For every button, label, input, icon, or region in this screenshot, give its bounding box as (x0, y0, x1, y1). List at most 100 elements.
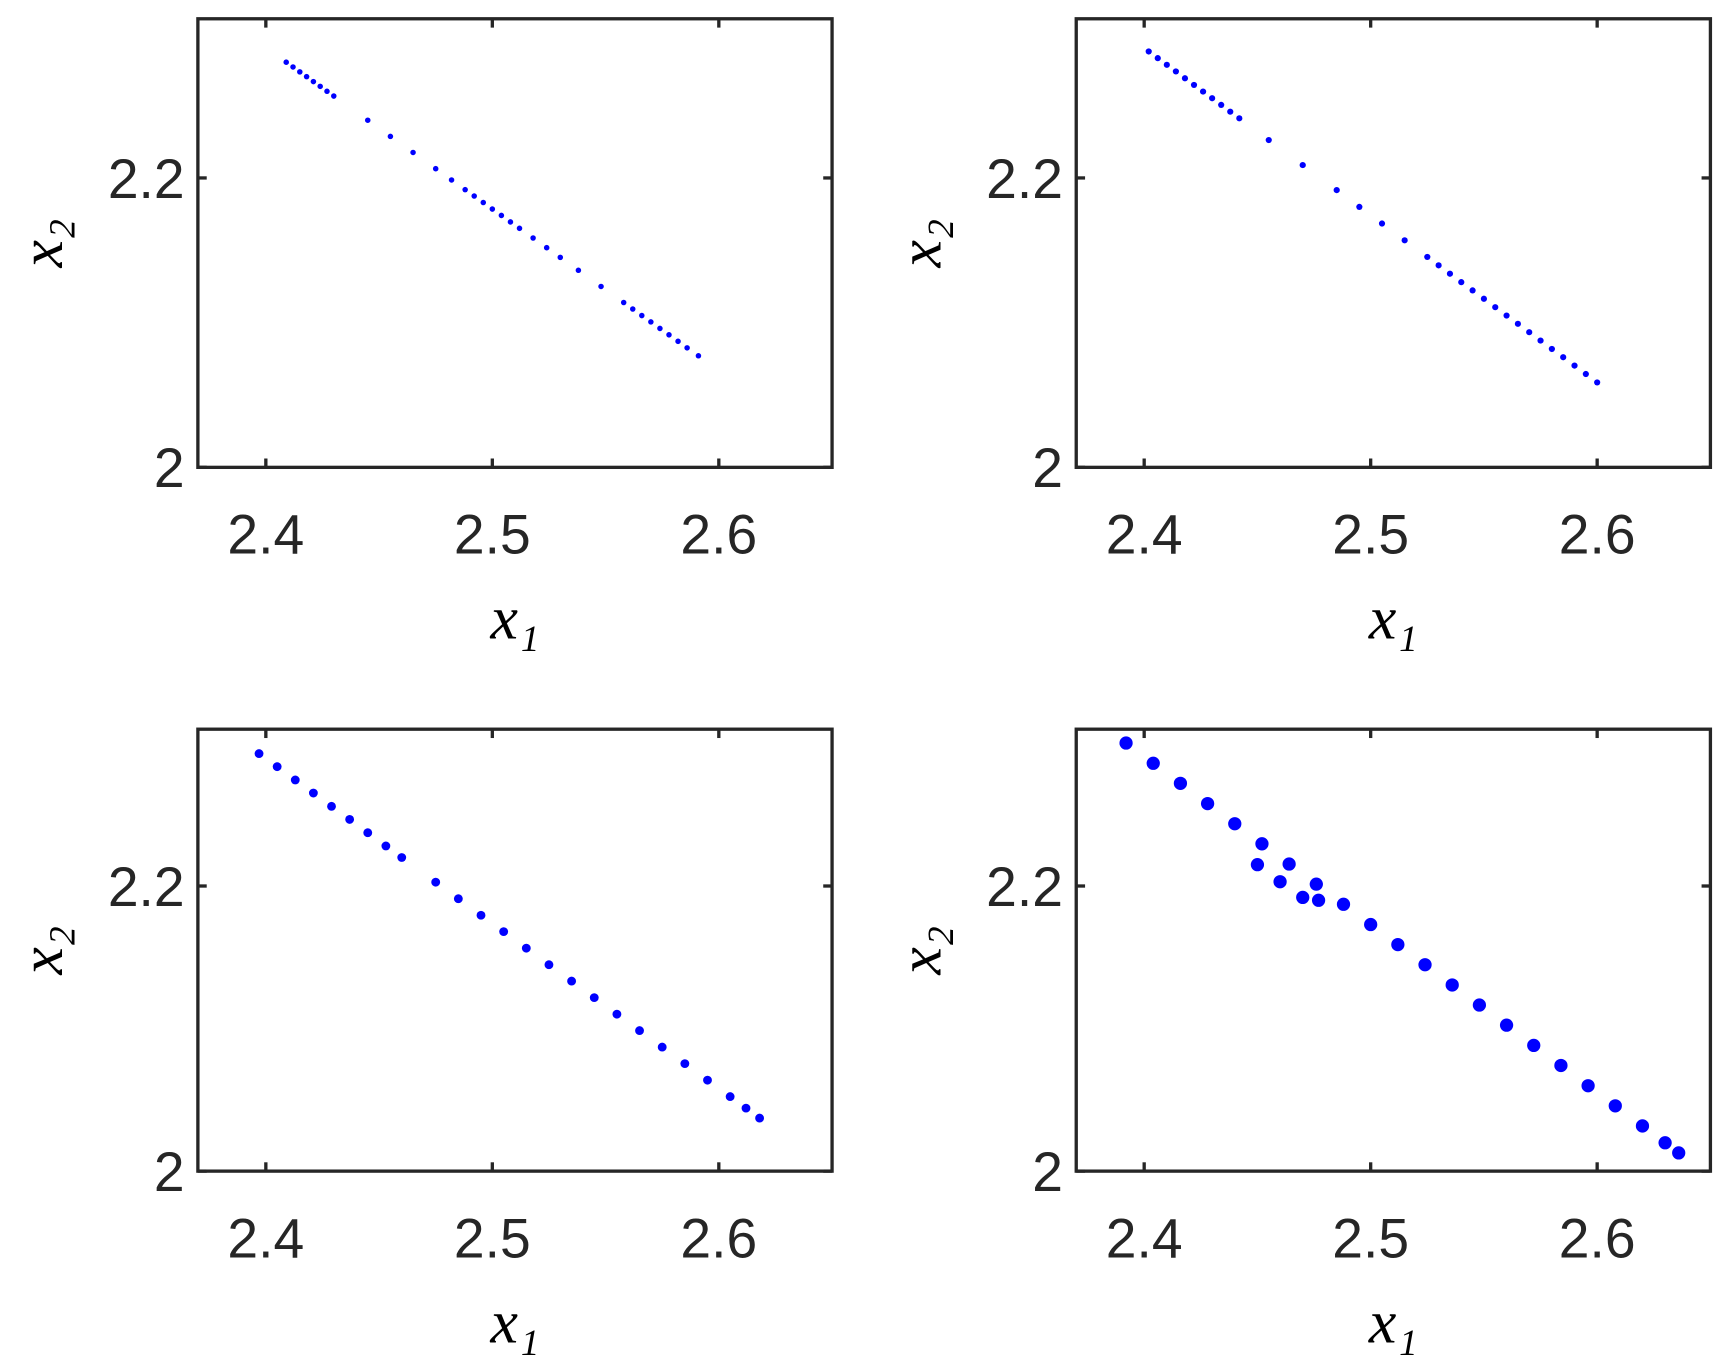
y-tick-label: 2 (154, 1141, 185, 1203)
point (725, 1092, 735, 1101)
point (1514, 320, 1521, 327)
point (1146, 756, 1160, 770)
axes-box (1074, 17, 1713, 470)
point (703, 1075, 712, 1085)
plot-area (1076, 18, 1711, 468)
point (1527, 1038, 1541, 1053)
point (598, 283, 604, 290)
point (1435, 262, 1442, 269)
point (1154, 55, 1161, 62)
point (1163, 61, 1170, 68)
subplot: 2.4 2.5 2.6 2 2.2 x₁ x₂ (8, 727, 834, 1356)
x-tick-label: 2.5 (454, 1207, 531, 1269)
point (1571, 362, 1578, 369)
y-tick-label: 2 (1032, 437, 1063, 499)
point (1190, 81, 1198, 89)
point (1200, 796, 1215, 811)
point (1333, 187, 1340, 194)
point (317, 83, 323, 90)
point (432, 165, 439, 172)
point (345, 815, 355, 824)
point (1299, 161, 1306, 169)
point (1635, 1119, 1650, 1133)
point (327, 801, 336, 811)
plot-area (1076, 729, 1711, 1172)
x-axis-label: x₁ (1368, 585, 1418, 653)
point (521, 943, 531, 953)
point (635, 1026, 644, 1035)
point (290, 775, 300, 785)
point (1480, 295, 1488, 302)
point (1537, 337, 1544, 344)
x-axis-label: x₁ (489, 585, 539, 653)
y-axis-label: x₂ (886, 926, 954, 976)
point (499, 927, 509, 937)
point (1227, 108, 1234, 115)
point (1255, 837, 1269, 851)
subplot: 2.4 2.5 2.6 2 2.2 x₁ x₂ (886, 17, 1713, 653)
point (453, 894, 463, 904)
point (1273, 875, 1287, 889)
point (1658, 1136, 1672, 1150)
plot-area (197, 18, 833, 468)
x-tick-label: 2.4 (227, 1207, 304, 1269)
point (1311, 893, 1326, 907)
point (1499, 1018, 1514, 1032)
point (448, 177, 455, 183)
y-tick-label: 2.2 (986, 856, 1063, 918)
point (1378, 220, 1386, 227)
point (1236, 115, 1243, 122)
x-tick-label: 2.6 (680, 1207, 757, 1269)
point (1250, 857, 1265, 872)
point (1199, 88, 1207, 95)
subplot: 2.4 2.5 2.6 2 2.2 x₁ x₂ (886, 727, 1713, 1356)
point (741, 1103, 751, 1113)
point (1472, 998, 1487, 1012)
axes-box (196, 727, 834, 1173)
point (1265, 136, 1272, 144)
x-tick-label: 2.6 (1559, 1207, 1636, 1269)
y-axis-label: x₂ (8, 219, 76, 269)
point (381, 841, 391, 851)
point (567, 976, 577, 986)
y-axis-label: x₂ (8, 926, 76, 976)
x-tick-label: 2.6 (1559, 504, 1636, 566)
point (1401, 237, 1408, 244)
y-tick-label: 2.2 (108, 148, 185, 210)
point (254, 749, 264, 758)
axes-box (196, 17, 834, 470)
point (480, 199, 487, 206)
point (462, 186, 468, 193)
point (1581, 1079, 1595, 1093)
point (1172, 68, 1179, 75)
point (657, 1042, 667, 1052)
point (1228, 817, 1242, 831)
point (1548, 345, 1555, 353)
point (657, 325, 663, 332)
x-tick-label: 2.5 (1332, 1207, 1409, 1269)
y-tick-label: 2 (154, 437, 185, 499)
point (1145, 48, 1152, 55)
point (476, 910, 486, 920)
y-tick-label: 2 (1032, 1141, 1063, 1203)
x-tick-label: 2.5 (1332, 504, 1409, 566)
x-axis-label: x₁ (489, 1288, 539, 1356)
point (498, 212, 505, 219)
point (1424, 253, 1431, 261)
point (1672, 1146, 1686, 1160)
point (755, 1113, 765, 1123)
point (324, 88, 330, 95)
point (431, 877, 441, 887)
point (364, 117, 371, 123)
point (410, 149, 416, 156)
point (1119, 736, 1133, 750)
x-tick-label: 2.5 (454, 504, 531, 566)
point (1560, 354, 1567, 361)
point (575, 267, 582, 274)
point (680, 1059, 690, 1069)
plot-area (197, 729, 833, 1172)
point (1209, 95, 1216, 102)
point (363, 828, 373, 838)
point (308, 788, 318, 798)
